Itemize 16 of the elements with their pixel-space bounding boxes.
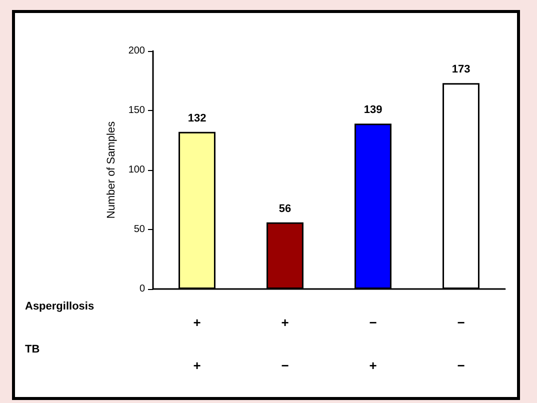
y-tick-label: 100 bbox=[128, 164, 146, 176]
data-label: 173 bbox=[452, 64, 470, 76]
category-label: + − bbox=[281, 315, 289, 373]
text: Aspergillosis bbox=[25, 300, 94, 312]
category-label: + + bbox=[193, 315, 201, 373]
category-label: − + bbox=[369, 315, 377, 373]
data-label: 56 bbox=[278, 202, 292, 215]
y-tick-label: 150 bbox=[128, 105, 146, 116]
data-label: 132 bbox=[188, 112, 206, 124]
category-label: − − bbox=[457, 315, 465, 373]
y-axis-title: Number of Samples bbox=[106, 120, 118, 219]
y-tick-label: 200 bbox=[128, 46, 146, 56]
text: TB bbox=[25, 344, 40, 356]
y-tick-label: 50 bbox=[134, 224, 146, 235]
y-tick-label: 0 bbox=[139, 284, 146, 294]
data-label: 139 bbox=[364, 104, 382, 116]
